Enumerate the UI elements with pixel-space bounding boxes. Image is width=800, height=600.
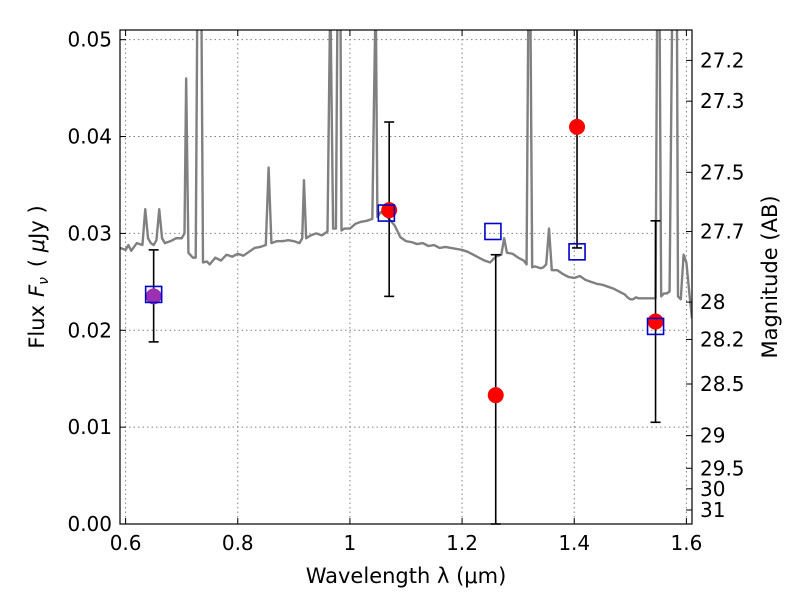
plot-frame [119,29,693,525]
y-tick-label: 0.01 [67,415,112,439]
y-axis-label-subscript: ν [36,277,52,285]
y-axis-label-pre: Flux [25,305,49,349]
y-axis-label-mu: μ [25,239,49,253]
model-point [568,243,586,261]
model-point [144,285,163,304]
right-tick-label: 30 [700,477,725,501]
observed-point [381,202,398,219]
right-tick-label: 28 [700,290,725,314]
markers [144,30,665,525]
right-tick-label: 27.7 [700,219,745,243]
x-tick-label: 1.4 [558,531,590,555]
right-tick-label: 27.3 [700,89,745,113]
y-axis-label: Flux Fν ( μJy ) [25,205,52,348]
x-tick-label: 1 [344,531,357,555]
x-axis-label: Wavelength λ (μm) [306,564,507,588]
right-tick-label: 28.5 [700,372,745,396]
right-tick-label: 27.5 [700,160,745,184]
right-axis-label: Magnitude (AB) [758,195,782,358]
y-axis-label-post: Jy ) [25,205,49,241]
x-tick-label: 1.2 [446,531,478,555]
y-axis-label-symbol: F [25,284,49,297]
y-tick-label: 0.03 [67,221,112,245]
right-tick-label: 29 [700,424,725,448]
y-tick-label: 0.04 [67,125,112,149]
model-point [377,204,396,222]
right-tick-label: 31 [700,498,725,522]
plot-area [120,30,692,319]
ticks: 0.6 0.8 1 1.2 1.4 1.6 0.00 0.01 0.02 0.03 0.04 0.05… [67,28,744,555]
observed-point [569,118,586,135]
y-tick-label: 0.02 [67,318,112,342]
observed-point [487,387,504,404]
y-tick-label: 0.00 [67,512,112,536]
x-tick-label: 1.6 [670,531,702,555]
model-point [646,317,665,336]
observed-point [145,288,162,305]
y-tick-label: 0.05 [67,28,112,52]
observed-point [647,313,664,330]
right-tick-label: 29.5 [700,456,745,480]
sed-spectrum-line [120,30,692,319]
x-tick-label: 0.8 [222,531,254,555]
right-tick-label: 27.2 [700,48,745,72]
right-tick-label: 28.2 [700,327,745,351]
y-axis-label-mid: ( [25,252,49,267]
model-point [484,222,502,241]
x-tick-label: 0.6 [110,531,142,555]
